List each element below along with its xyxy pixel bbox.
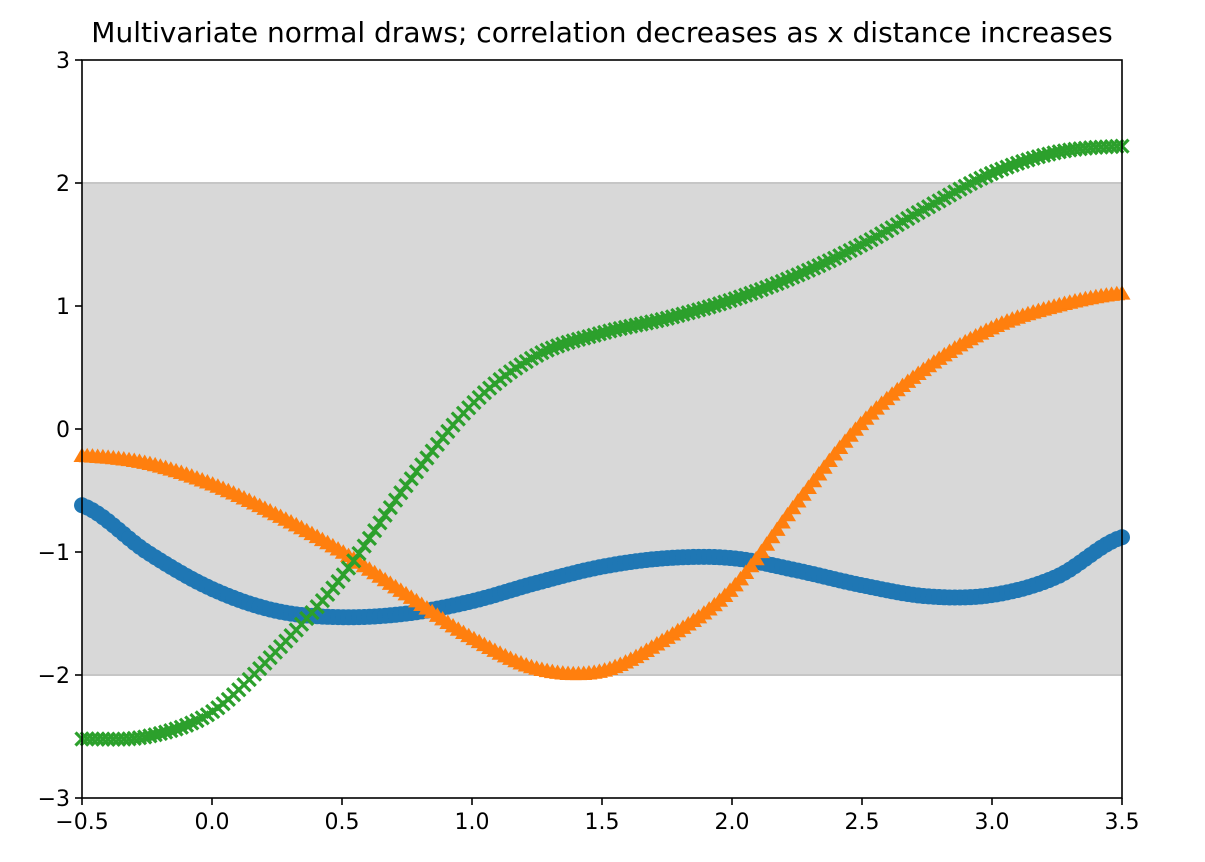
data-point [361,530,378,546]
y-tick-label: 0 [56,418,70,443]
data-point [768,521,786,536]
data-point [1109,138,1125,154]
y-tick-label: 1 [56,295,70,320]
data-point [752,543,770,559]
y-tick-label: −1 [38,541,70,566]
data-point [763,528,781,544]
series-layer [73,138,1131,747]
data-point [356,538,372,554]
x-tick-label: 1.5 [585,810,620,835]
x-tick-label: −0.5 [55,810,108,835]
x-tick-label: 3.5 [1105,810,1140,835]
data-point [351,545,367,562]
x-tick-label: 1.0 [455,810,490,835]
series-2 [73,285,1131,681]
x-tick-label: 0.0 [195,810,230,835]
y-tick-label: 2 [56,172,70,197]
data-point [367,522,383,539]
x-tick-label: 3.0 [975,810,1010,835]
data-point [773,514,791,529]
x-tick-label: 0.5 [325,810,360,835]
y-tick-label: −3 [38,787,70,812]
y-tick-label: −2 [38,664,70,689]
series-1 [74,497,1130,626]
x-tick-label: 2.5 [845,810,880,835]
data-point [758,536,776,551]
data-point [372,515,388,531]
x-tick-label: 2.0 [715,810,750,835]
chart-title: Multivariate normal draws; correlation d… [91,16,1112,49]
axis-layer: −0.5 0.0 0.5 1.0 1.5 2.0 2.5 3.0 3.5 −3 −2 −1 0 1 2 3 [38,49,1140,835]
y-tick-label: 3 [56,49,70,74]
series-3 [74,138,1130,747]
data-point [382,499,398,516]
data-point [377,507,393,523]
